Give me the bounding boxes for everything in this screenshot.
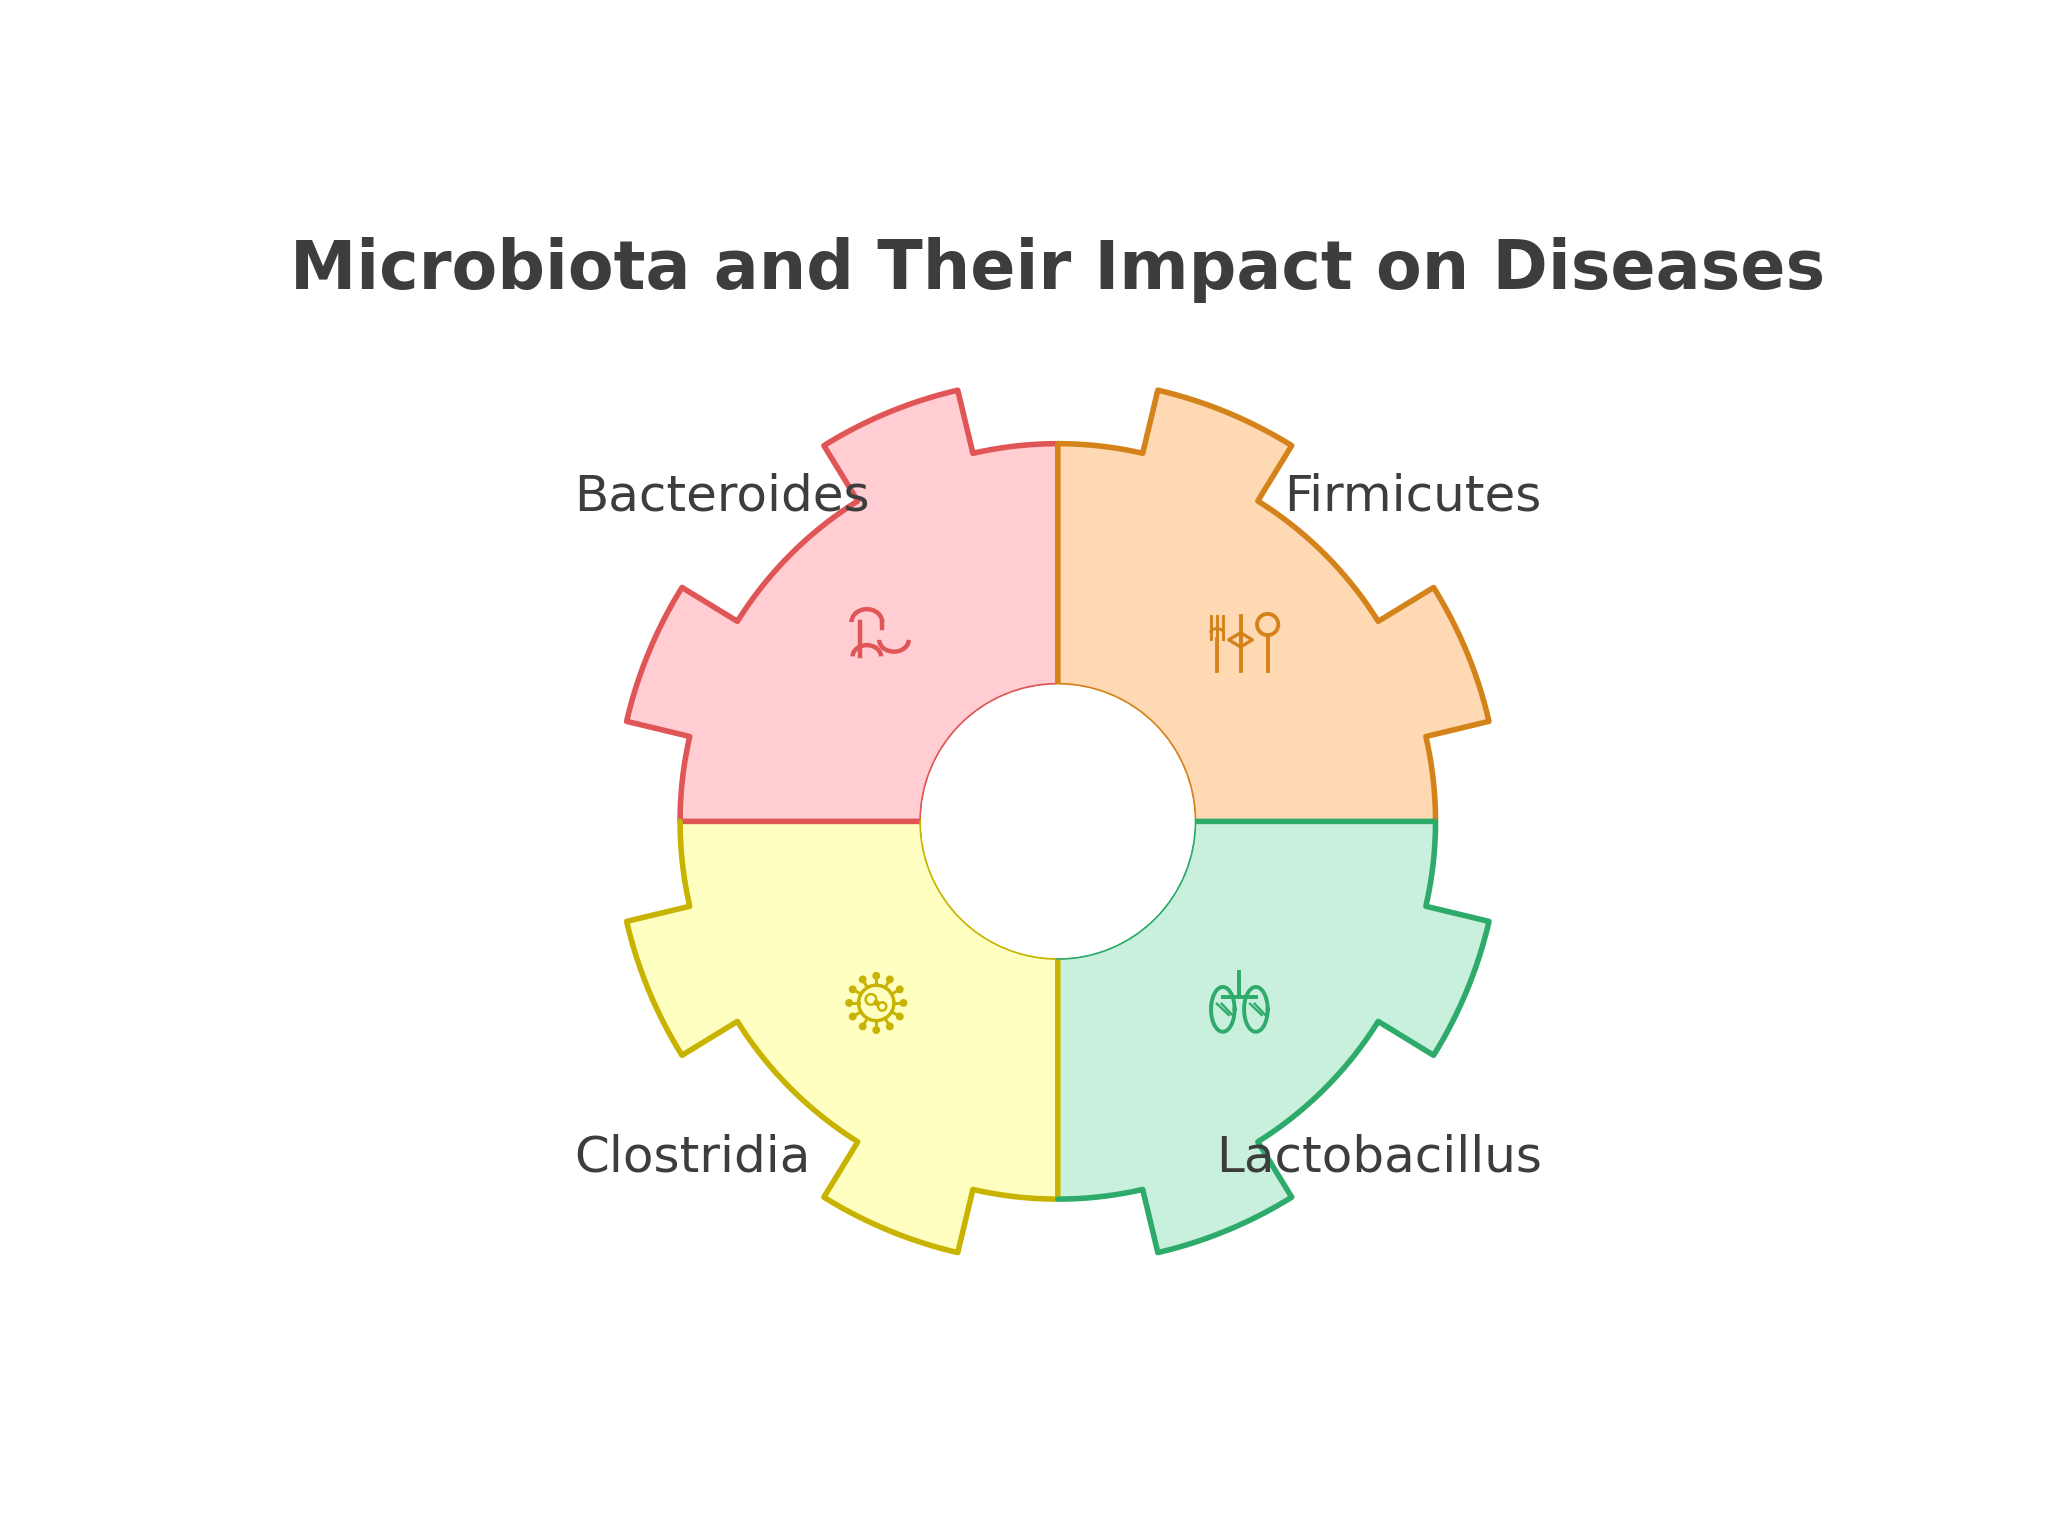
Circle shape [850,986,857,992]
Circle shape [859,1023,867,1030]
Polygon shape [627,391,1057,822]
Text: Lactobacillus: Lactobacillus [1216,1134,1542,1182]
Text: Bacteroides: Bacteroides [574,472,869,521]
Polygon shape [627,822,1057,1252]
Circle shape [888,1023,894,1030]
Text: Firmicutes: Firmicutes [1284,472,1542,521]
Circle shape [850,1013,857,1019]
Circle shape [873,1001,879,1006]
Circle shape [923,685,1193,957]
Circle shape [896,986,904,992]
Polygon shape [1057,391,1488,822]
Circle shape [859,977,867,983]
Circle shape [888,977,894,983]
Circle shape [873,972,879,980]
Circle shape [900,1000,906,1006]
Text: Microbiota and Their Impact on Diseases: Microbiota and Their Impact on Diseases [291,238,1825,304]
Circle shape [896,1013,904,1019]
Circle shape [873,1027,879,1033]
Circle shape [846,1000,852,1006]
Text: Clostridia: Clostridia [574,1134,811,1182]
Polygon shape [1057,822,1488,1252]
